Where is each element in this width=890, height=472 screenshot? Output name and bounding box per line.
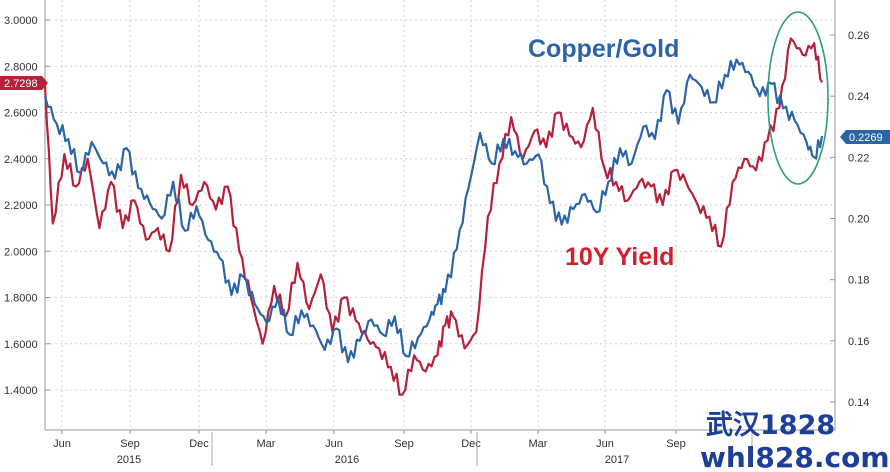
left-tick-label: 2.4000 — [4, 154, 38, 166]
x-tick-label: Jun — [53, 438, 71, 450]
x-tick-label: Dec — [461, 438, 481, 450]
x-tick-label: Jun — [325, 438, 343, 450]
left-tick-label: 2.2000 — [4, 200, 38, 212]
year-label: 2015 — [117, 454, 141, 466]
year-labels: 2015 2016 2017 — [117, 454, 629, 466]
watermark: 武汉1828 whl828.com — [700, 410, 890, 472]
copper-gold-annotation: Copper/Gold — [528, 35, 679, 63]
left-axis-ticks: 3.0000 2.8000 2.6000 2.4000 2.2000 2.0000 1.80… — [4, 15, 50, 397]
left-tick-label: 3.0000 — [4, 15, 38, 27]
x-tick-label: Sep — [120, 438, 140, 450]
right-tick-label: 0.22 — [848, 152, 869, 164]
right-tick-label: 0.26 — [848, 30, 869, 42]
copper-gold-last-value-tag: 0.2269 — [840, 130, 890, 144]
right-tick-label: 0.20 — [848, 214, 869, 226]
right-tick-label: 0.16 — [848, 336, 869, 348]
series-line-copper-gold — [43, 58, 824, 364]
yield-last-value: 2.7298 — [4, 78, 38, 90]
left-tick-label: 1.8000 — [4, 293, 38, 305]
left-tick-label: 1.6000 — [4, 339, 38, 351]
x-tick-label: Mar — [257, 438, 276, 450]
right-tick-label: 0.18 — [848, 275, 869, 287]
x-tick-label: Dec — [189, 438, 209, 450]
x-tick-label: Sep — [666, 438, 686, 450]
x-axis-ticks: Jun Sep Dec Mar Jun Sep Dec Mar Jun Sep — [53, 430, 753, 466]
left-tick-label: 2.0000 — [4, 246, 38, 258]
series-line-10y-yield — [43, 37, 823, 396]
year-label: 2017 — [605, 454, 629, 466]
right-axis-ticks: 0.26 0.24 0.22 0.20 0.18 0.16 0.14 — [830, 30, 869, 409]
left-tick-label: 2.6000 — [4, 108, 38, 120]
watermark-line2: whl828.com — [700, 441, 890, 472]
right-tick-label: 0.24 — [848, 91, 869, 103]
yield-last-value-tag: 2.7298 — [0, 76, 48, 90]
x-tick-label: Sep — [394, 438, 414, 450]
left-tick-label: 2.8000 — [4, 61, 38, 73]
year-label: 2016 — [335, 454, 359, 466]
left-tick-label: 1.4000 — [4, 385, 38, 397]
watermark-line1: 武汉1828 — [706, 410, 835, 441]
copper-gold-last-value: 0.2269 — [849, 132, 883, 144]
x-tick-label: Mar — [529, 438, 548, 450]
x-tick-label: Jun — [596, 438, 614, 450]
10y-yield-annotation: 10Y Yield — [565, 243, 674, 271]
highlight-ellipse — [767, 11, 829, 185]
right-tick-label: 0.14 — [848, 397, 869, 409]
